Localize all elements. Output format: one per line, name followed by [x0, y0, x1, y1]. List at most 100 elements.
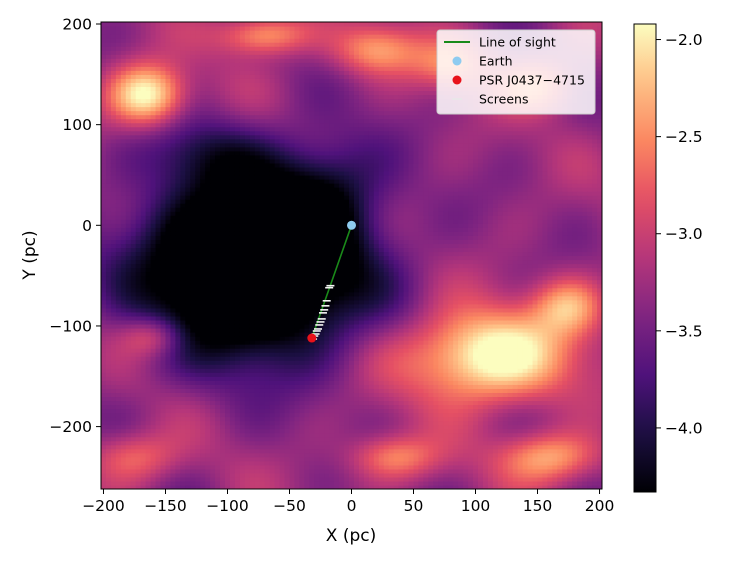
heatmap-cell	[120, 255, 127, 261]
heatmap-cell	[155, 34, 162, 39]
heatmap-cell	[220, 66, 226, 71]
heatmap-cell	[284, 331, 291, 337]
heatmap-cell	[289, 364, 296, 369]
heatmap-cell	[175, 271, 181, 277]
heatmap-cell	[254, 456, 261, 462]
heatmap-cell	[140, 82, 147, 88]
heatmap-cell	[309, 34, 315, 39]
heatmap-cell	[110, 251, 117, 257]
heatmap-cell	[200, 436, 206, 442]
heatmap-cell	[314, 480, 320, 486]
heatmap-cell	[309, 456, 315, 462]
heatmap-cell	[259, 299, 266, 305]
heatmap-cell	[234, 215, 241, 220]
heatmap-cell	[210, 356, 216, 361]
heatmap-cell	[115, 360, 122, 365]
heatmap-cell	[145, 146, 152, 152]
heatmap-cell	[175, 360, 181, 365]
heatmap-cell	[254, 122, 261, 128]
heatmap-cell	[244, 299, 251, 305]
heatmap-cell	[274, 428, 281, 434]
heatmap-cell	[110, 392, 117, 398]
heatmap-cell	[140, 54, 147, 59]
heatmap-cell	[279, 191, 286, 196]
heatmap-cell	[180, 235, 186, 240]
heatmap-cell	[229, 170, 236, 176]
heatmap-cell	[150, 336, 157, 341]
heatmap-cell	[279, 480, 286, 486]
heatmap-cell	[284, 287, 291, 293]
heatmap-cell	[145, 207, 152, 212]
heatmap-cell	[120, 267, 127, 273]
heatmap-cell	[289, 448, 296, 454]
heatmap-cell	[140, 138, 147, 144]
heatmap-cell	[304, 231, 310, 236]
heatmap-cell	[269, 476, 276, 482]
heatmap-cell	[220, 440, 226, 446]
heatmap-cell	[120, 456, 127, 462]
heatmap-cell	[220, 331, 226, 337]
heatmap-cell	[105, 291, 112, 297]
heatmap-cell	[225, 456, 231, 462]
heatmap-cell	[269, 98, 276, 104]
heatmap-cell	[195, 291, 201, 297]
heatmap-cell	[180, 207, 186, 212]
heatmap-cell	[254, 444, 261, 450]
heatmap-cell	[175, 22, 181, 27]
heatmap-cell	[105, 408, 112, 414]
heatmap-cell	[274, 352, 281, 357]
heatmap-cell	[150, 58, 157, 63]
heatmap-cell	[220, 50, 226, 55]
heatmap-cell	[239, 22, 246, 27]
heatmap-cell	[279, 46, 286, 51]
heatmap-cell	[105, 392, 112, 398]
heatmap-cell	[101, 412, 107, 418]
heatmap-cell	[294, 340, 301, 345]
heatmap-cell	[190, 327, 196, 333]
heatmap-cell	[284, 452, 291, 458]
heatmap-cell	[105, 480, 112, 486]
heatmap-cell	[309, 166, 315, 172]
heatmap-cell	[101, 74, 107, 79]
heatmap-cell	[155, 283, 162, 289]
heatmap-cell	[135, 187, 142, 192]
heatmap-cell	[140, 162, 147, 168]
heatmap-cell	[155, 130, 162, 136]
heatmap-cell	[304, 472, 310, 478]
heatmap-cell	[170, 400, 177, 406]
heatmap-cell	[101, 344, 107, 349]
heatmap-cell	[244, 183, 251, 188]
heatmap-cell	[175, 452, 181, 458]
heatmap-cell	[299, 299, 305, 305]
heatmap-cell	[249, 271, 256, 277]
heatmap-cell	[145, 344, 152, 349]
heatmap-cell	[205, 211, 211, 216]
heatmap-cell	[160, 199, 167, 204]
heatmap-cell	[244, 259, 251, 265]
heatmap-cell	[239, 287, 246, 293]
heatmap-cell	[140, 74, 147, 79]
heatmap-cell	[215, 360, 221, 365]
heatmap-cell	[229, 98, 236, 104]
heatmap-cell	[125, 26, 132, 31]
heatmap-cell	[254, 480, 261, 486]
heatmap-cell	[110, 311, 117, 317]
heatmap-cell	[140, 142, 147, 148]
heatmap-cell	[170, 58, 177, 63]
heatmap-cell	[274, 235, 281, 240]
heatmap-cell	[220, 307, 226, 313]
heatmap-cell	[110, 364, 117, 369]
heatmap-cell	[101, 464, 107, 470]
heatmap-cell	[309, 74, 315, 79]
heatmap-cell	[135, 154, 142, 160]
heatmap-cell	[140, 223, 147, 228]
heatmap-cell	[294, 444, 301, 450]
heatmap-cell	[105, 170, 112, 176]
heatmap-cell	[225, 336, 231, 341]
heatmap-cell	[210, 183, 216, 188]
heatmap-cell	[274, 384, 281, 389]
heatmap-cell	[279, 352, 286, 357]
heatmap-cell	[105, 327, 112, 333]
heatmap-cell	[120, 452, 127, 458]
heatmap-cell	[269, 420, 276, 426]
